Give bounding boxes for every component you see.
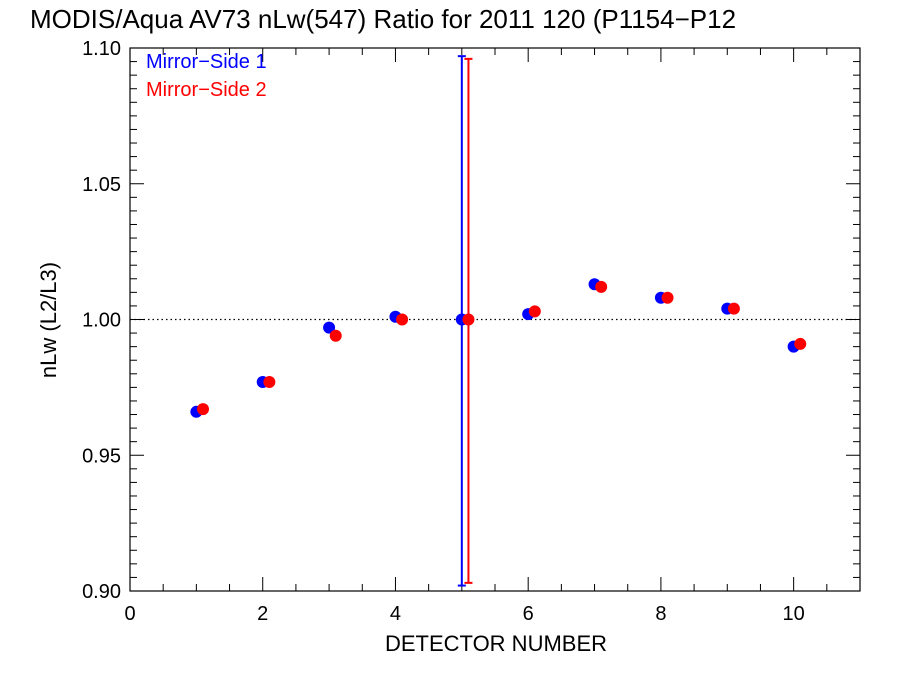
- legend-entry: Mirror−Side 1: [146, 51, 267, 73]
- y-tick-label: 1.10: [82, 38, 121, 60]
- data-point-series-2: [727, 302, 740, 315]
- data-point-series-2: [794, 337, 807, 350]
- y-tick-label: 0.95: [82, 445, 121, 467]
- x-tick-label: 4: [390, 603, 401, 625]
- data-point-series-2: [661, 291, 674, 304]
- chart-title: MODIS/Aqua AV73 nLw(547) Ratio for 2011 …: [30, 4, 736, 34]
- x-tick-label: 8: [655, 603, 666, 625]
- y-tick-label: 1.05: [82, 174, 121, 196]
- data-point-series-2: [263, 375, 276, 388]
- data-point-series-1: [323, 321, 336, 334]
- x-tick-label: 2: [257, 603, 268, 625]
- data-point-series-2: [595, 280, 608, 293]
- y-tick-label: 1.00: [82, 310, 121, 332]
- data-point-series-2: [528, 305, 541, 318]
- x-tick-label: 10: [783, 603, 805, 625]
- legend-entry: Mirror−Side 2: [146, 79, 267, 101]
- data-point-series-2: [396, 313, 409, 326]
- axis-ticks: 0 2 4 6 8 10 0.90 0.95 1.00 1.05 1.10: [82, 38, 860, 625]
- legend: Mirror−Side 1 Mirror−Side 2: [146, 51, 267, 101]
- x-tick-label: 0: [124, 603, 135, 625]
- x-tick-label: 6: [523, 603, 534, 625]
- data-points: [190, 278, 807, 418]
- data-point-series-2: [329, 329, 342, 342]
- y-axis-label: nLw (L2/L3): [36, 262, 61, 378]
- x-axis-label: DETECTOR NUMBER: [385, 631, 607, 656]
- data-point-series-2: [462, 313, 475, 326]
- data-point-series-2: [197, 403, 209, 416]
- y-tick-label: 0.90: [82, 581, 121, 603]
